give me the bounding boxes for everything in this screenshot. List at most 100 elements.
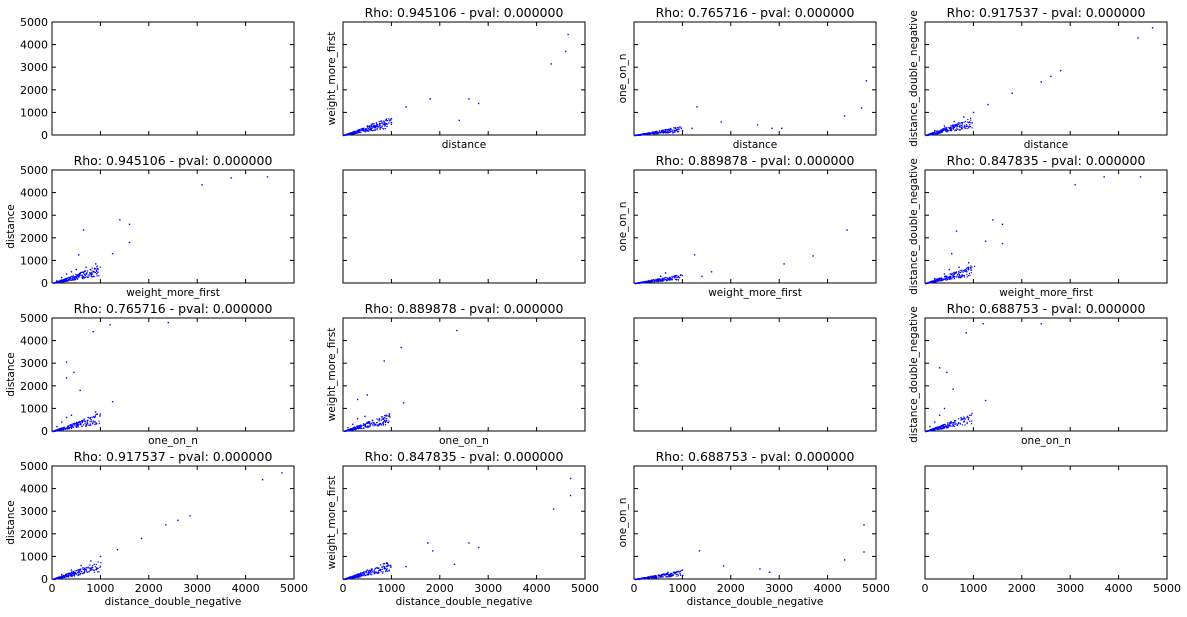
scatter-point [373, 572, 375, 574]
scatter-point [652, 279, 655, 281]
scatter-point [567, 33, 569, 36]
scatter-point [937, 426, 939, 428]
scatter-point [665, 575, 667, 577]
scatter-point [78, 276, 80, 278]
scatter-point [665, 574, 667, 576]
scatter-point [379, 569, 381, 572]
scatter-point [950, 130, 952, 132]
scatter-point [669, 573, 672, 575]
scatter-point [94, 267, 96, 270]
scatter-point [649, 133, 651, 135]
scatter-point [676, 276, 678, 278]
scatter-point [635, 282, 637, 285]
scatter-point [83, 277, 85, 279]
scatter-point [948, 276, 950, 278]
scatter-point [386, 415, 388, 417]
scatter-point [384, 119, 387, 121]
scatter-point [649, 132, 651, 135]
scatter-point [653, 576, 655, 578]
scatter-point [63, 427, 65, 430]
scatter-point [64, 280, 66, 282]
scatter-point [651, 131, 653, 133]
scatter-point [96, 269, 98, 271]
scatter-point [665, 576, 667, 578]
scatter-point [361, 127, 363, 130]
scatter-point [952, 274, 954, 276]
scatter-point [932, 280, 934, 282]
scatter-point [345, 134, 347, 136]
scatter-point [943, 125, 946, 127]
scatter-point [351, 428, 353, 430]
scatter-point [950, 278, 952, 280]
scatter-point [355, 576, 357, 578]
scatter-point [351, 575, 353, 577]
scatter-point [950, 277, 952, 279]
scatter-point [656, 278, 659, 280]
scatter-point [385, 568, 388, 571]
point-cluster [925, 412, 973, 433]
scatter-point [77, 426, 79, 428]
subplot-title: Rho: 0.945106 - pval: 0.000000 [365, 5, 564, 20]
scatter-point [61, 575, 63, 578]
scatter-point [952, 124, 954, 126]
scatter-point [91, 273, 94, 275]
scatter-point [71, 278, 73, 280]
scatter-point [374, 424, 377, 426]
scatter-point [953, 273, 956, 275]
scatter-point [84, 276, 87, 278]
scatter-point [960, 417, 962, 419]
scatter-point [948, 278, 950, 280]
scatter-point [346, 429, 348, 432]
scatter-point [939, 280, 941, 282]
scatter-point [177, 519, 179, 522]
axes-frame [924, 465, 1168, 580]
scatter-point [94, 424, 96, 426]
y-tick-label: 1000 [20, 550, 48, 563]
axes-frame [924, 21, 1168, 136]
scatter-point [370, 129, 372, 131]
scatter-point [947, 423, 949, 425]
scatter-point [65, 278, 67, 280]
scatter-point [361, 428, 363, 430]
scatter-point [373, 124, 375, 127]
scatter-point [966, 271, 968, 273]
scatter-point [91, 416, 93, 418]
scatter-point [65, 273, 68, 275]
scatter-point [652, 131, 654, 133]
scatter-point [66, 574, 68, 576]
scatter-point [649, 132, 651, 134]
scatter-point [657, 279, 659, 281]
scatter-point [374, 567, 377, 569]
scatter-point [352, 133, 354, 135]
scatter-point [958, 270, 960, 273]
scatter-point [982, 323, 984, 325]
scatter-point [376, 128, 378, 131]
scatter-point [646, 133, 648, 135]
scatter-point [673, 277, 676, 279]
scatter-point [965, 269, 968, 272]
scatter-point [678, 127, 680, 129]
scatter-point [675, 276, 677, 278]
scatter-point [385, 415, 387, 417]
scatter-point [676, 570, 678, 573]
scatter-point [672, 574, 674, 577]
scatter-point [959, 271, 961, 274]
scatter-point [668, 129, 671, 131]
scatter-point [971, 266, 973, 268]
scatter-point [945, 278, 947, 280]
scatter-point [94, 416, 96, 418]
scatter-point [52, 430, 54, 433]
scatter-point [655, 576, 657, 579]
scatter-point [73, 279, 75, 281]
scatter-point [90, 272, 92, 274]
scatter-point [64, 280, 66, 283]
scatter-point [359, 572, 362, 574]
scatter-point [85, 568, 87, 571]
scatter-point [358, 573, 361, 575]
scatter-point [955, 271, 958, 273]
scatter-point [98, 415, 101, 417]
scatter-point [958, 271, 960, 273]
scatter-point [65, 416, 68, 419]
scatter-point [935, 427, 937, 429]
scatter-point [934, 421, 936, 423]
